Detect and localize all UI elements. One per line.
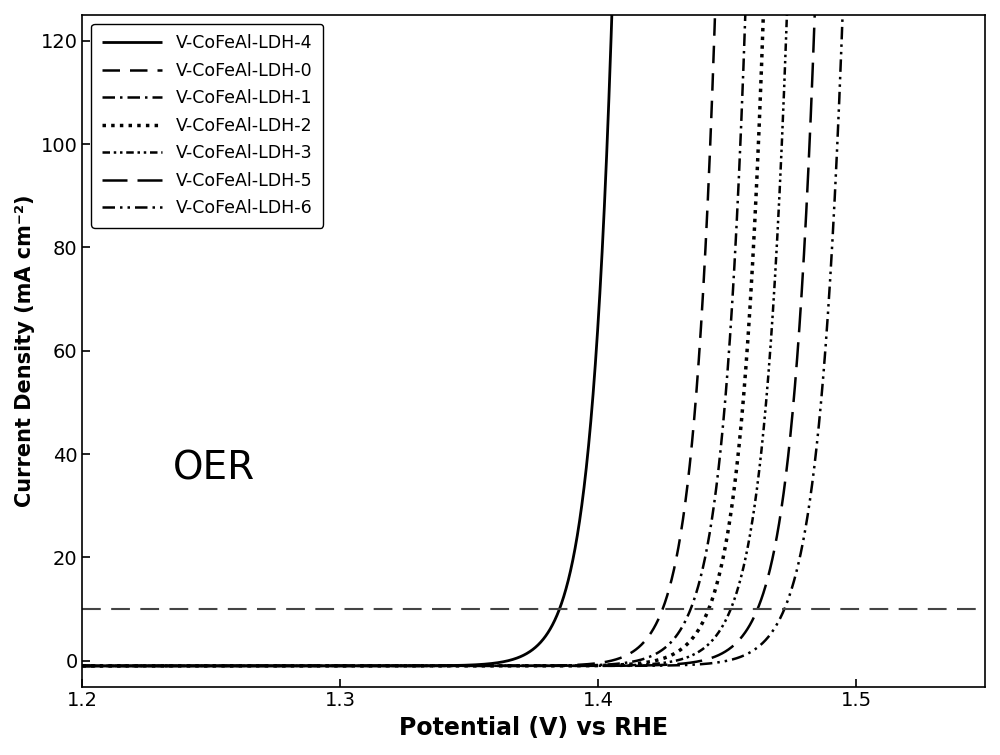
Legend: V-CoFeAl-LDH-4, V-CoFeAl-LDH-0, V-CoFeAl-LDH-1, V-CoFeAl-LDH-2, V-CoFeAl-LDH-3, : V-CoFeAl-LDH-4, V-CoFeAl-LDH-0, V-CoFeAl… bbox=[91, 23, 323, 228]
V-CoFeAl-LDH-2 bbox=[515, 661, 527, 670]
V-CoFeAl-LDH-1 bbox=[76, 661, 88, 670]
Line: V-CoFeAl-LDH-0: V-CoFeAl-LDH-0 bbox=[82, 0, 985, 666]
V-CoFeAl-LDH-0 bbox=[122, 661, 134, 670]
V-CoFeAl-LDH-2 bbox=[76, 661, 88, 670]
Line: V-CoFeAl-LDH-6: V-CoFeAl-LDH-6 bbox=[82, 0, 985, 666]
V-CoFeAl-LDH-4 bbox=[76, 661, 88, 670]
V-CoFeAl-LDH-1 bbox=[122, 661, 134, 670]
V-CoFeAl-LDH-6 bbox=[515, 661, 527, 670]
V-CoFeAl-LDH-5 bbox=[122, 661, 134, 670]
V-CoFeAl-LDH-6 bbox=[787, 580, 799, 589]
V-CoFeAl-LDH-1 bbox=[515, 661, 527, 670]
V-CoFeAl-LDH-2 bbox=[122, 661, 134, 670]
V-CoFeAl-LDH-4 bbox=[122, 661, 134, 670]
V-CoFeAl-LDH-0 bbox=[76, 661, 88, 670]
V-CoFeAl-LDH-4 bbox=[491, 658, 503, 667]
V-CoFeAl-LDH-5 bbox=[76, 661, 88, 670]
V-CoFeAl-LDH-5 bbox=[787, 402, 799, 411]
Line: V-CoFeAl-LDH-1: V-CoFeAl-LDH-1 bbox=[82, 0, 985, 666]
V-CoFeAl-LDH-3 bbox=[491, 661, 503, 670]
V-CoFeAl-LDH-3 bbox=[515, 661, 527, 670]
V-CoFeAl-LDH-1 bbox=[491, 661, 503, 670]
Line: V-CoFeAl-LDH-4: V-CoFeAl-LDH-4 bbox=[82, 0, 985, 666]
Line: V-CoFeAl-LDH-3: V-CoFeAl-LDH-3 bbox=[82, 0, 985, 666]
Line: V-CoFeAl-LDH-2: V-CoFeAl-LDH-2 bbox=[82, 0, 985, 666]
V-CoFeAl-LDH-0 bbox=[491, 661, 503, 670]
V-CoFeAl-LDH-5 bbox=[491, 661, 503, 670]
V-CoFeAl-LDH-5 bbox=[515, 661, 527, 670]
V-CoFeAl-LDH-6 bbox=[76, 661, 88, 670]
Y-axis label: Current Density (mA cm⁻²): Current Density (mA cm⁻²) bbox=[15, 195, 35, 507]
V-CoFeAl-LDH-2 bbox=[491, 661, 503, 670]
V-CoFeAl-LDH-3 bbox=[122, 661, 134, 670]
V-CoFeAl-LDH-4 bbox=[515, 652, 527, 661]
V-CoFeAl-LDH-0 bbox=[515, 661, 527, 670]
V-CoFeAl-LDH-6 bbox=[122, 661, 134, 670]
V-CoFeAl-LDH-3 bbox=[76, 661, 88, 670]
Text: OER: OER bbox=[173, 450, 255, 488]
V-CoFeAl-LDH-6 bbox=[491, 661, 503, 670]
X-axis label: Potential (V) vs RHE: Potential (V) vs RHE bbox=[399, 716, 668, 740]
Line: V-CoFeAl-LDH-5: V-CoFeAl-LDH-5 bbox=[82, 0, 985, 666]
